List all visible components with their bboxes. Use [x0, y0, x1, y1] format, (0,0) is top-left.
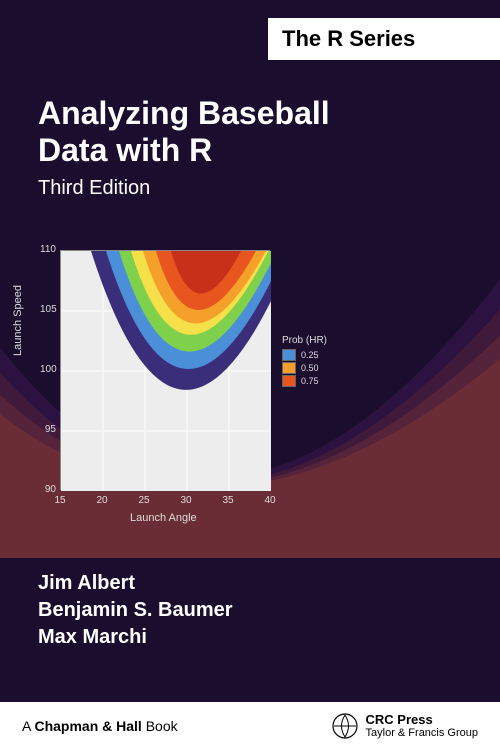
y-axis-label: Launch Speed [12, 285, 24, 356]
book-cover: The R Series Analyzing Baseball Data wit… [0, 0, 500, 750]
crc-text: CRC Press Taylor & Francis Group [366, 713, 478, 739]
ytick: 95 [40, 424, 56, 435]
xtick: 20 [92, 495, 112, 506]
author-name: Benjamin S. Baumer [38, 597, 233, 624]
legend-swatch [282, 375, 296, 387]
contour-chart: Launch Speed Launch Angle 90 95 100 105 … [10, 240, 360, 540]
publisher-chapman-hall: A Chapman & Hall Book [22, 718, 178, 734]
ytick: 110 [40, 244, 56, 255]
legend-title: Prob (HR) [282, 335, 327, 346]
ytick: 100 [40, 364, 56, 375]
contour-plot-svg [61, 251, 271, 491]
chart-panel [60, 250, 270, 490]
publisher-name-bold: Chapman & Hall [34, 718, 141, 734]
legend-swatch [282, 349, 296, 361]
legend-label: 0.50 [301, 363, 319, 373]
xtick: 15 [50, 495, 70, 506]
legend-label: 0.25 [301, 350, 319, 360]
series-label: The R Series [282, 26, 415, 52]
publisher-suffix: Book [142, 718, 178, 734]
xtick: 25 [134, 495, 154, 506]
legend-label: 0.75 [301, 376, 319, 386]
chart-legend: Prob (HR) 0.25 0.50 0.75 [282, 335, 327, 388]
author-name: Max Marchi [38, 624, 233, 651]
book-title-line2: Data with R [38, 132, 330, 169]
ytick: 105 [40, 304, 56, 315]
ytick: 90 [40, 484, 56, 495]
series-banner: The R Series [268, 18, 500, 60]
edition-label: Third Edition [38, 177, 330, 200]
author-name: Jim Albert [38, 570, 233, 597]
crc-logo-icon [332, 713, 358, 739]
title-block: Analyzing Baseball Data with R Third Edi… [38, 95, 330, 200]
x-axis-label: Launch Angle [130, 512, 197, 524]
publisher-prefix: A [22, 718, 34, 734]
crc-press-block: CRC Press Taylor & Francis Group [332, 713, 478, 739]
book-title-line1: Analyzing Baseball [38, 95, 330, 132]
legend-item: 0.25 [282, 349, 327, 361]
xtick: 35 [218, 495, 238, 506]
publisher-footer: A Chapman & Hall Book CRC Press Taylor &… [0, 702, 500, 750]
xtick: 40 [260, 495, 280, 506]
legend-item: 0.75 [282, 375, 327, 387]
legend-item: 0.50 [282, 362, 327, 374]
crc-tagline: Taylor & Francis Group [366, 727, 478, 739]
authors-block: Jim Albert Benjamin S. Baumer Max Marchi [38, 570, 233, 651]
legend-swatch [282, 362, 296, 374]
crc-press-name: CRC Press [366, 713, 478, 727]
xtick: 30 [176, 495, 196, 506]
